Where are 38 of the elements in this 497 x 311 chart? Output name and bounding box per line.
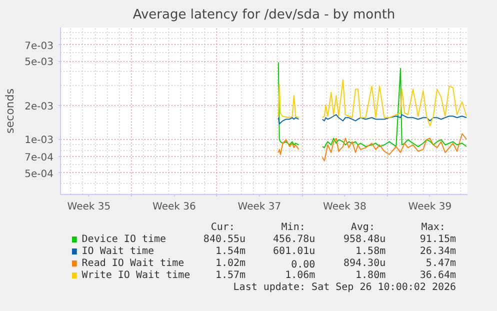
text: 1.02m <box>215 258 246 269</box>
legend-label: Device IO time <box>82 234 166 245</box>
text: 840.55u <box>203 234 246 245</box>
text: 1.58m <box>356 246 386 257</box>
x-tick-label: Week 37 <box>238 202 282 212</box>
text: 601.01u <box>273 246 316 257</box>
y-tick-label: 2e-03 <box>24 102 54 113</box>
y-tick-label: 7e-04 <box>24 152 54 164</box>
text: 1.80m <box>356 270 386 281</box>
y-axis-title: seconds <box>4 88 17 134</box>
y-tick-label: 5e-03 <box>24 57 54 68</box>
x-tick-label: Week 35 <box>67 202 111 212</box>
text: Last update: Sat Sep 26 10:00:02 2026 <box>233 282 456 293</box>
x-tick-label: Week 38 <box>323 202 366 212</box>
y-tick-label: 7e-03 <box>24 40 54 52</box>
text: 1.54m <box>215 246 246 257</box>
text: 1.06m <box>285 270 316 281</box>
chart-title: Average latency for /dev/sda - by month <box>132 8 396 22</box>
text: 26.34m <box>420 246 456 257</box>
text: 5.47m <box>426 258 456 269</box>
y-tick-label: 1e-03 <box>24 135 54 146</box>
x-tick-label: Week 36 <box>152 202 196 212</box>
text: Min: <box>281 222 306 233</box>
text: 1.57m <box>215 270 246 281</box>
text: Avg: <box>350 222 375 233</box>
text: 0.00 <box>291 260 316 270</box>
legend-label: Write IO Wait time <box>82 270 190 281</box>
text: 91.15m <box>420 234 456 245</box>
text: 958.48u <box>343 234 386 245</box>
legend-label: IO Wait time <box>82 246 154 257</box>
text: 456.78u <box>273 234 316 245</box>
text: 894.30u <box>343 258 386 269</box>
y-tick-label: 5e-04 <box>24 168 54 180</box>
text: Cur: <box>210 222 235 233</box>
text: 36.64m <box>420 270 456 281</box>
legend-label: Read IO Wait time <box>82 258 184 269</box>
text: Max: <box>421 222 446 233</box>
x-tick-label: Week 39 <box>408 202 452 212</box>
